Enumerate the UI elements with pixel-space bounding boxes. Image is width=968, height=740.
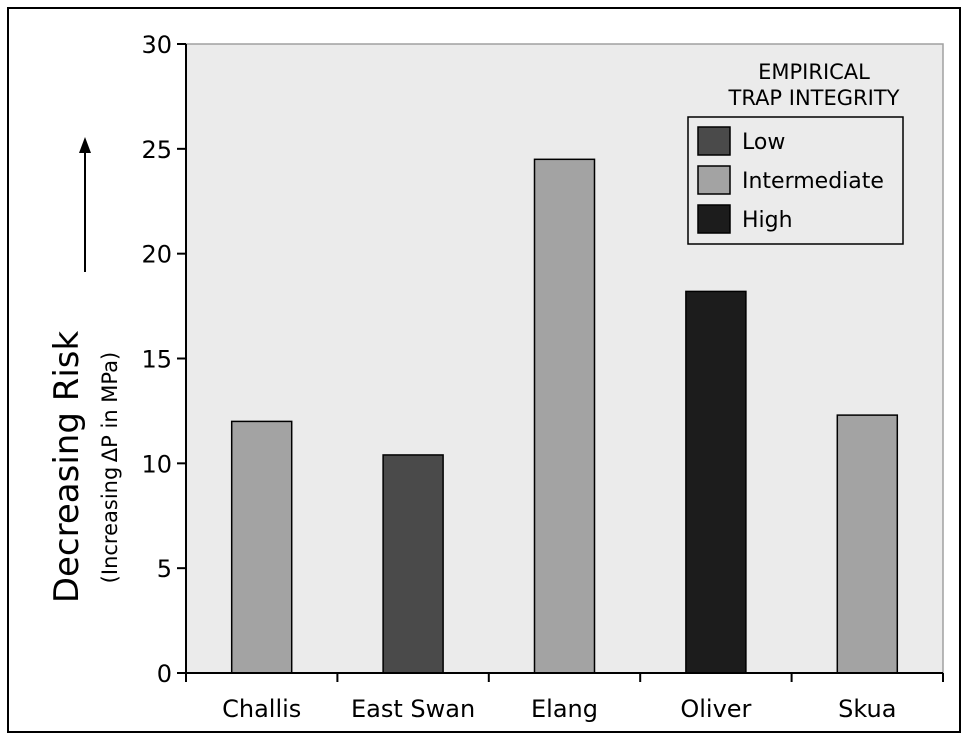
increase-arrow-head	[79, 137, 91, 153]
legend-entries: Low Intermediate High	[697, 126, 884, 234]
x-tick-label: Challis	[222, 695, 301, 723]
legend-swatch-low	[697, 126, 731, 156]
bar-elang	[533, 158, 596, 674]
legend-swatch-high	[697, 204, 731, 234]
y-tick-label: 10	[141, 450, 172, 478]
x-tick-label: Skua	[838, 695, 896, 723]
y-tick-label: 15	[141, 346, 172, 374]
bar-challis	[230, 420, 293, 674]
y-axis-title: Decreasing Risk	[47, 331, 87, 604]
bar-oliver	[685, 290, 747, 674]
bar-east-swan	[382, 454, 444, 674]
bars-group	[230, 158, 899, 674]
y-tick-label: 0	[157, 660, 172, 688]
y-axis-subtitle-prefix: (Increasing	[98, 467, 122, 584]
legend-swatch-intermediate	[697, 165, 731, 195]
y-axis-subtitle-suffix: ΔP in MPa)	[98, 352, 122, 462]
x-ticks-group: Challis East Swan Elang Oliver Skua	[185, 673, 944, 723]
bar-skua	[836, 414, 899, 674]
y-tick-label: 25	[141, 136, 172, 164]
y-tick-label: 5	[157, 555, 172, 583]
legend-label-high: High	[742, 208, 793, 233]
legend-title-line2: TRAP INTEGRITY	[728, 86, 900, 110]
y-tick-label: 30	[141, 31, 172, 59]
x-tick-label: Oliver	[680, 695, 751, 723]
y-ticks-group: 0 5 10 15 20 25 30	[141, 31, 186, 688]
y-tick-label: 20	[141, 241, 172, 269]
legend-label-low: Low	[742, 130, 785, 155]
legend-label-intermediate: Intermediate	[742, 169, 884, 194]
legend-title-line1: EMPIRICAL	[758, 60, 870, 84]
x-tick-label: East Swan	[351, 695, 475, 723]
x-tick-label: Elang	[531, 695, 598, 723]
